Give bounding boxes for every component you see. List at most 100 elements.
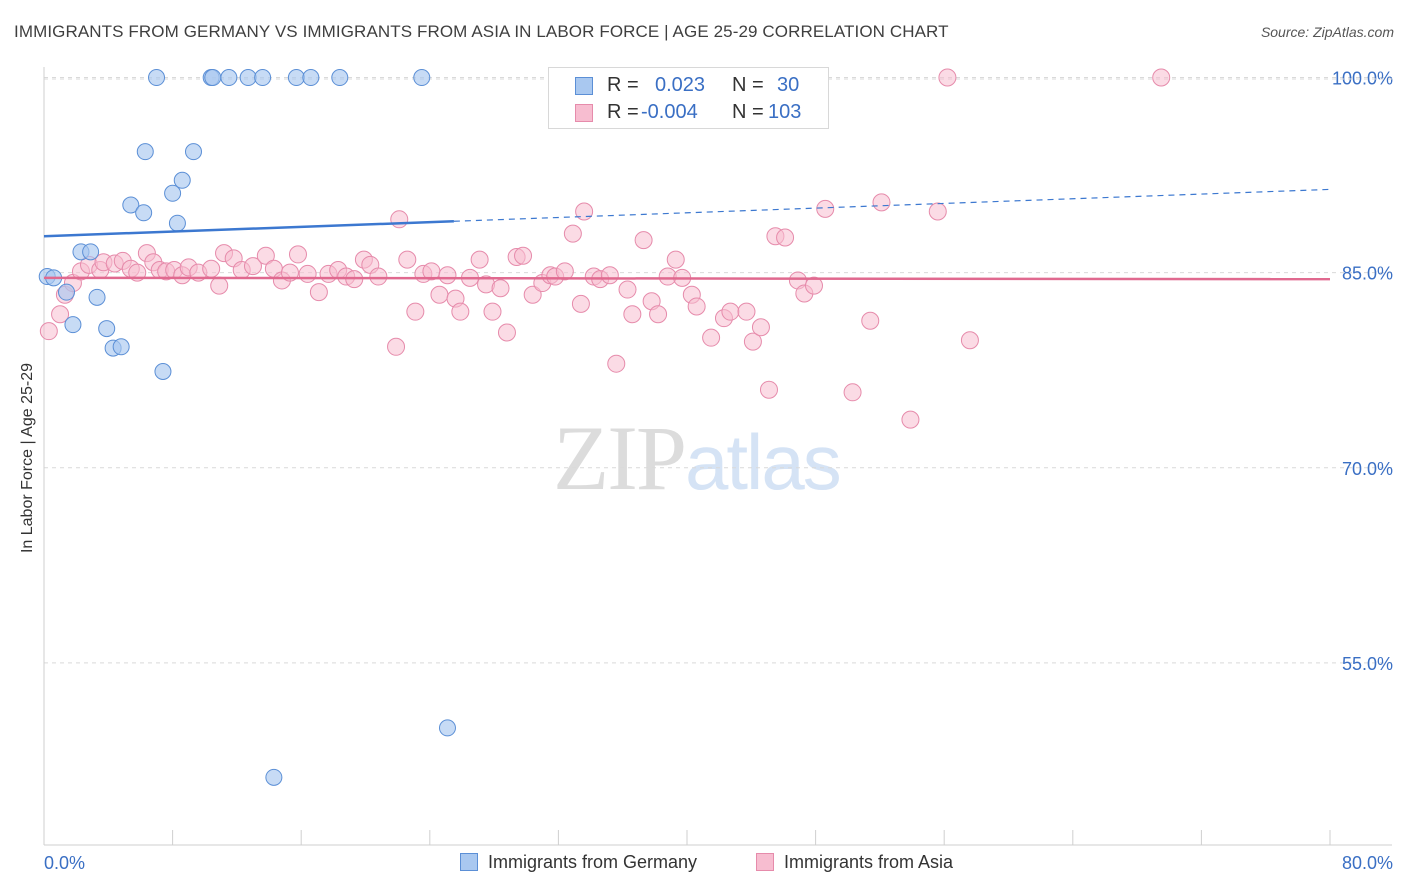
stats-legend: R = 0.023 N = 30 R = -0.004 N = 103 (548, 67, 829, 129)
asia-point (369, 267, 388, 286)
asia-point (575, 202, 594, 221)
asia-point (202, 259, 221, 278)
asia-point (387, 337, 406, 356)
asia-point (759, 380, 778, 399)
asia-point (618, 280, 637, 299)
stats-row-germany: R = 0.023 N = 30 (549, 74, 828, 98)
asia-point (451, 302, 470, 321)
germany-point (173, 171, 191, 189)
germany-point (302, 69, 320, 87)
asia-point (491, 279, 510, 298)
y-tick-label: 70.0% (1342, 459, 1393, 479)
germany-point (331, 69, 349, 87)
asia-point (523, 285, 542, 304)
germany-point (122, 196, 140, 214)
asia-point (309, 283, 328, 302)
asia-point (702, 328, 721, 347)
asia-point (1152, 68, 1171, 87)
germany-point (64, 316, 82, 334)
asia-point (288, 245, 307, 264)
x-tick-label-max: 80.0% (1342, 853, 1393, 873)
legend-item-germany: Immigrants from Germany (460, 852, 697, 873)
y-axis-label: In Labor Force | Age 25-29 (19, 362, 36, 554)
germany-r-label: R = (607, 74, 639, 96)
asia-point (243, 257, 262, 276)
asia-point (901, 410, 920, 429)
asia-point (960, 331, 979, 350)
germany-n-value: 30 (777, 74, 800, 96)
asia-point (51, 305, 70, 324)
source-label: Source: ZipAtlas.com (1260, 24, 1394, 40)
germany-point (98, 320, 116, 338)
watermark: ZIPatlas (553, 405, 842, 511)
germany-point (154, 362, 172, 380)
y-tick-label: 100.0% (1332, 69, 1393, 89)
germany-swatch (575, 77, 593, 95)
x-tick-label-min: 0.0% (44, 853, 85, 873)
germany-point (168, 214, 186, 232)
asia-point (623, 305, 642, 324)
asia-point (514, 246, 533, 265)
germany-point (220, 69, 238, 87)
asia-point (804, 276, 823, 295)
asia-point (721, 302, 740, 321)
asia-point (928, 202, 947, 221)
germany-point (239, 69, 257, 87)
germany-point (265, 768, 283, 786)
asia-point (666, 250, 685, 269)
asia-point (438, 266, 457, 285)
germany-point (135, 204, 153, 222)
y-tick-label: 55.0% (1342, 654, 1393, 674)
germany-trend-line (43, 220, 454, 238)
germany-point (164, 184, 182, 202)
germany-point (184, 143, 202, 161)
asia-point (861, 311, 880, 330)
legend-germany-swatch (460, 853, 478, 871)
asia-point (483, 302, 502, 321)
asia-trend-line (43, 276, 1331, 281)
germany-point (112, 338, 130, 356)
germany-point (287, 69, 305, 87)
asia-point (430, 285, 449, 304)
legend-germany-label: Immigrants from Germany (488, 852, 698, 872)
asia-n-value: 103 (768, 101, 802, 123)
legend-asia-label: Immigrants from Asia (784, 852, 954, 872)
chart-title: IMMIGRANTS FROM GERMANY VS IMMIGRANTS FR… (14, 22, 949, 41)
asia-point (751, 318, 770, 337)
germany-point (148, 69, 166, 87)
asia-point (555, 262, 574, 281)
asia-point (607, 354, 626, 373)
asia-point (210, 276, 229, 295)
asia-point (816, 199, 835, 218)
asia-point (687, 297, 706, 316)
asia-point (743, 332, 762, 351)
y-tick-label: 85.0% (1342, 264, 1393, 284)
stats-row-asia: R = -0.004 N = 103 (549, 101, 828, 125)
asia-point (497, 323, 516, 342)
germany-point (82, 243, 100, 261)
asia-point (398, 250, 417, 269)
germany-point (204, 69, 222, 87)
asia-point (39, 322, 58, 341)
watermark-atlas: atlas (685, 418, 842, 506)
germany-point (88, 288, 106, 306)
asia-r-value: -0.004 (641, 101, 698, 123)
germany-point (413, 69, 431, 87)
legend-item-asia: Immigrants from Asia (756, 852, 953, 873)
asia-point (600, 266, 619, 285)
asia-point (298, 264, 317, 283)
asia-point (737, 302, 756, 321)
asia-point (776, 228, 795, 247)
asia-point (872, 193, 891, 212)
asia-point (571, 294, 590, 313)
asia-point (563, 224, 582, 243)
asia-point (634, 231, 653, 250)
germany-r-value: 0.023 (655, 74, 706, 96)
asia-point (649, 305, 668, 324)
asia-point (843, 383, 862, 402)
germany-trend-extension (453, 188, 1331, 222)
germany-point (254, 69, 272, 87)
watermark-zip: ZIP (553, 407, 687, 509)
germany-point (438, 719, 456, 737)
